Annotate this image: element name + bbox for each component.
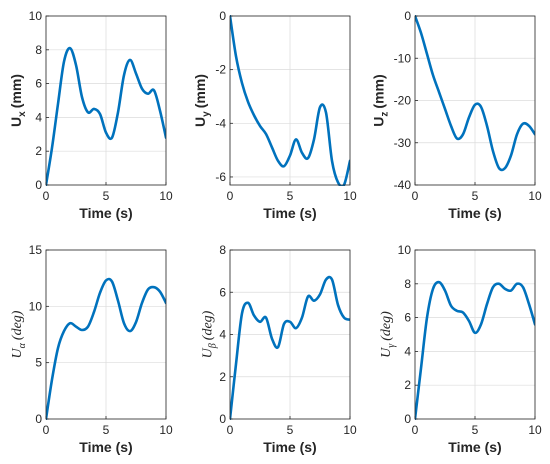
y-tick-label: 6 [219, 285, 226, 299]
x-tick-label: 10 [343, 189, 357, 203]
y-axis-label: Uα (deg) [10, 310, 28, 358]
x-tick-label: 0 [412, 423, 419, 437]
y-tick-label: 6 [404, 311, 411, 325]
series-line [230, 15, 350, 186]
y-tick-label: 0 [219, 9, 226, 23]
y-tick-label: -10 [394, 51, 412, 65]
y-tick-label: -20 [394, 94, 412, 108]
y-axis-label-subscript: z [380, 112, 391, 117]
x-tick-label: 0 [227, 423, 234, 437]
y-tick-label: 2 [404, 378, 411, 392]
y-tick-label: 5 [35, 356, 42, 370]
y-tick-label: -40 [394, 178, 412, 192]
x-tick-label: 10 [159, 189, 173, 203]
x-axis-label: Time (s) [79, 439, 132, 455]
x-tick-label: 10 [528, 189, 542, 203]
y-tick-label: 10 [29, 299, 43, 313]
y-axis-label-main: U [192, 117, 208, 127]
y-tick-label: 8 [404, 277, 411, 291]
x-axis-label: Time (s) [263, 439, 316, 455]
y-axis-label: Uy (mm) [192, 74, 212, 127]
series-line [415, 15, 535, 172]
x-tick-label: 0 [227, 189, 234, 203]
y-tick-label: 15 [29, 243, 43, 257]
y-axis-label-main: U [371, 117, 387, 127]
y-tick-label: -2 [215, 63, 226, 77]
series-line [46, 277, 166, 420]
subplot-6: 0 5 10 0 2 4 6 8 10 Time (s) Uγ (deg) [379, 243, 542, 455]
y-axis-label-subscript: α [17, 342, 28, 348]
x-axis-label: Time (s) [448, 205, 501, 221]
y-axis-label-main: U [8, 117, 24, 127]
y-tick-label: -6 [215, 170, 226, 184]
series-line [230, 275, 350, 420]
y-tick-label: 10 [398, 243, 412, 257]
y-tick-label: 0 [35, 178, 42, 192]
subplot-4: 0 5 10 0 5 10 15 Time (s) Uα (deg) [10, 243, 173, 455]
x-tick-label: 5 [103, 189, 110, 203]
y-axis-label-main: U [10, 347, 25, 358]
y-axis-label-subscript: β [208, 343, 219, 349]
y-tick-label: 4 [35, 110, 42, 124]
y-tick-label: 0 [404, 412, 411, 426]
y-axis-label-unit: (mm) [371, 74, 387, 108]
subplot-2: 0 5 10 -6 -4 -2 0 Time (s) Uy (mm) [192, 9, 357, 221]
y-axis-label: Ux (mm) [8, 74, 28, 127]
y-axis-label-subscript: y [201, 111, 212, 117]
x-tick-label: 10 [528, 423, 542, 437]
subplot-5: 0 5 10 0 2 4 6 8 Time (s) Uβ (deg) [201, 243, 357, 455]
y-tick-label: 0 [219, 412, 226, 426]
x-tick-label: 5 [472, 423, 479, 437]
y-axis-label: Uγ (deg) [379, 311, 397, 358]
x-tick-label: 5 [103, 423, 110, 437]
y-tick-label: 0 [35, 412, 42, 426]
y-tick-label: -30 [394, 136, 412, 150]
y-tick-label: 2 [219, 370, 226, 384]
y-tick-label: 4 [219, 328, 226, 342]
x-tick-label: 10 [343, 423, 357, 437]
y-tick-label: 6 [35, 77, 42, 91]
x-tick-label: 5 [287, 189, 294, 203]
x-tick-label: 0 [412, 189, 419, 203]
y-tick-label: 0 [404, 9, 411, 23]
y-axis-label-subscript: x [17, 111, 28, 117]
y-axis-label-unit: (deg) [379, 311, 394, 341]
x-axis-label: Time (s) [263, 205, 316, 221]
y-axis-label-unit: (mm) [8, 74, 24, 108]
x-axis-label: Time (s) [448, 439, 501, 455]
y-tick-label: 8 [35, 43, 42, 57]
y-axis-label-subscript: γ [386, 343, 397, 348]
y-tick-label: -4 [215, 116, 226, 130]
y-axis-label-unit: (deg) [201, 310, 216, 340]
y-tick-label: 2 [35, 144, 42, 158]
y-axis-label-unit: (mm) [192, 74, 208, 108]
y-axis-label: Uz (mm) [371, 74, 391, 126]
y-axis-label-unit: (deg) [10, 310, 25, 340]
x-tick-label: 5 [287, 423, 294, 437]
y-tick-label: 4 [404, 344, 411, 358]
y-axis-label: Uβ (deg) [201, 310, 219, 358]
x-tick-label: 5 [472, 189, 479, 203]
y-tick-label: 8 [219, 243, 226, 257]
x-axis-label: Time (s) [79, 205, 132, 221]
y-axis-label-main: U [201, 347, 216, 358]
series-line [415, 280, 535, 420]
series-line [46, 46, 166, 186]
x-tick-label: 0 [43, 423, 50, 437]
y-tick-label: 10 [29, 9, 43, 23]
subplot-1: 0 5 10 0 2 4 6 8 10 Time (s) Ux (mm) [8, 9, 173, 221]
x-tick-label: 10 [159, 423, 173, 437]
subplot-3: 0 5 10 -40 -30 -20 -10 0 Time (s) Uz (mm) [371, 9, 542, 221]
x-tick-label: 0 [43, 189, 50, 203]
y-axis-label-main: U [379, 347, 394, 358]
